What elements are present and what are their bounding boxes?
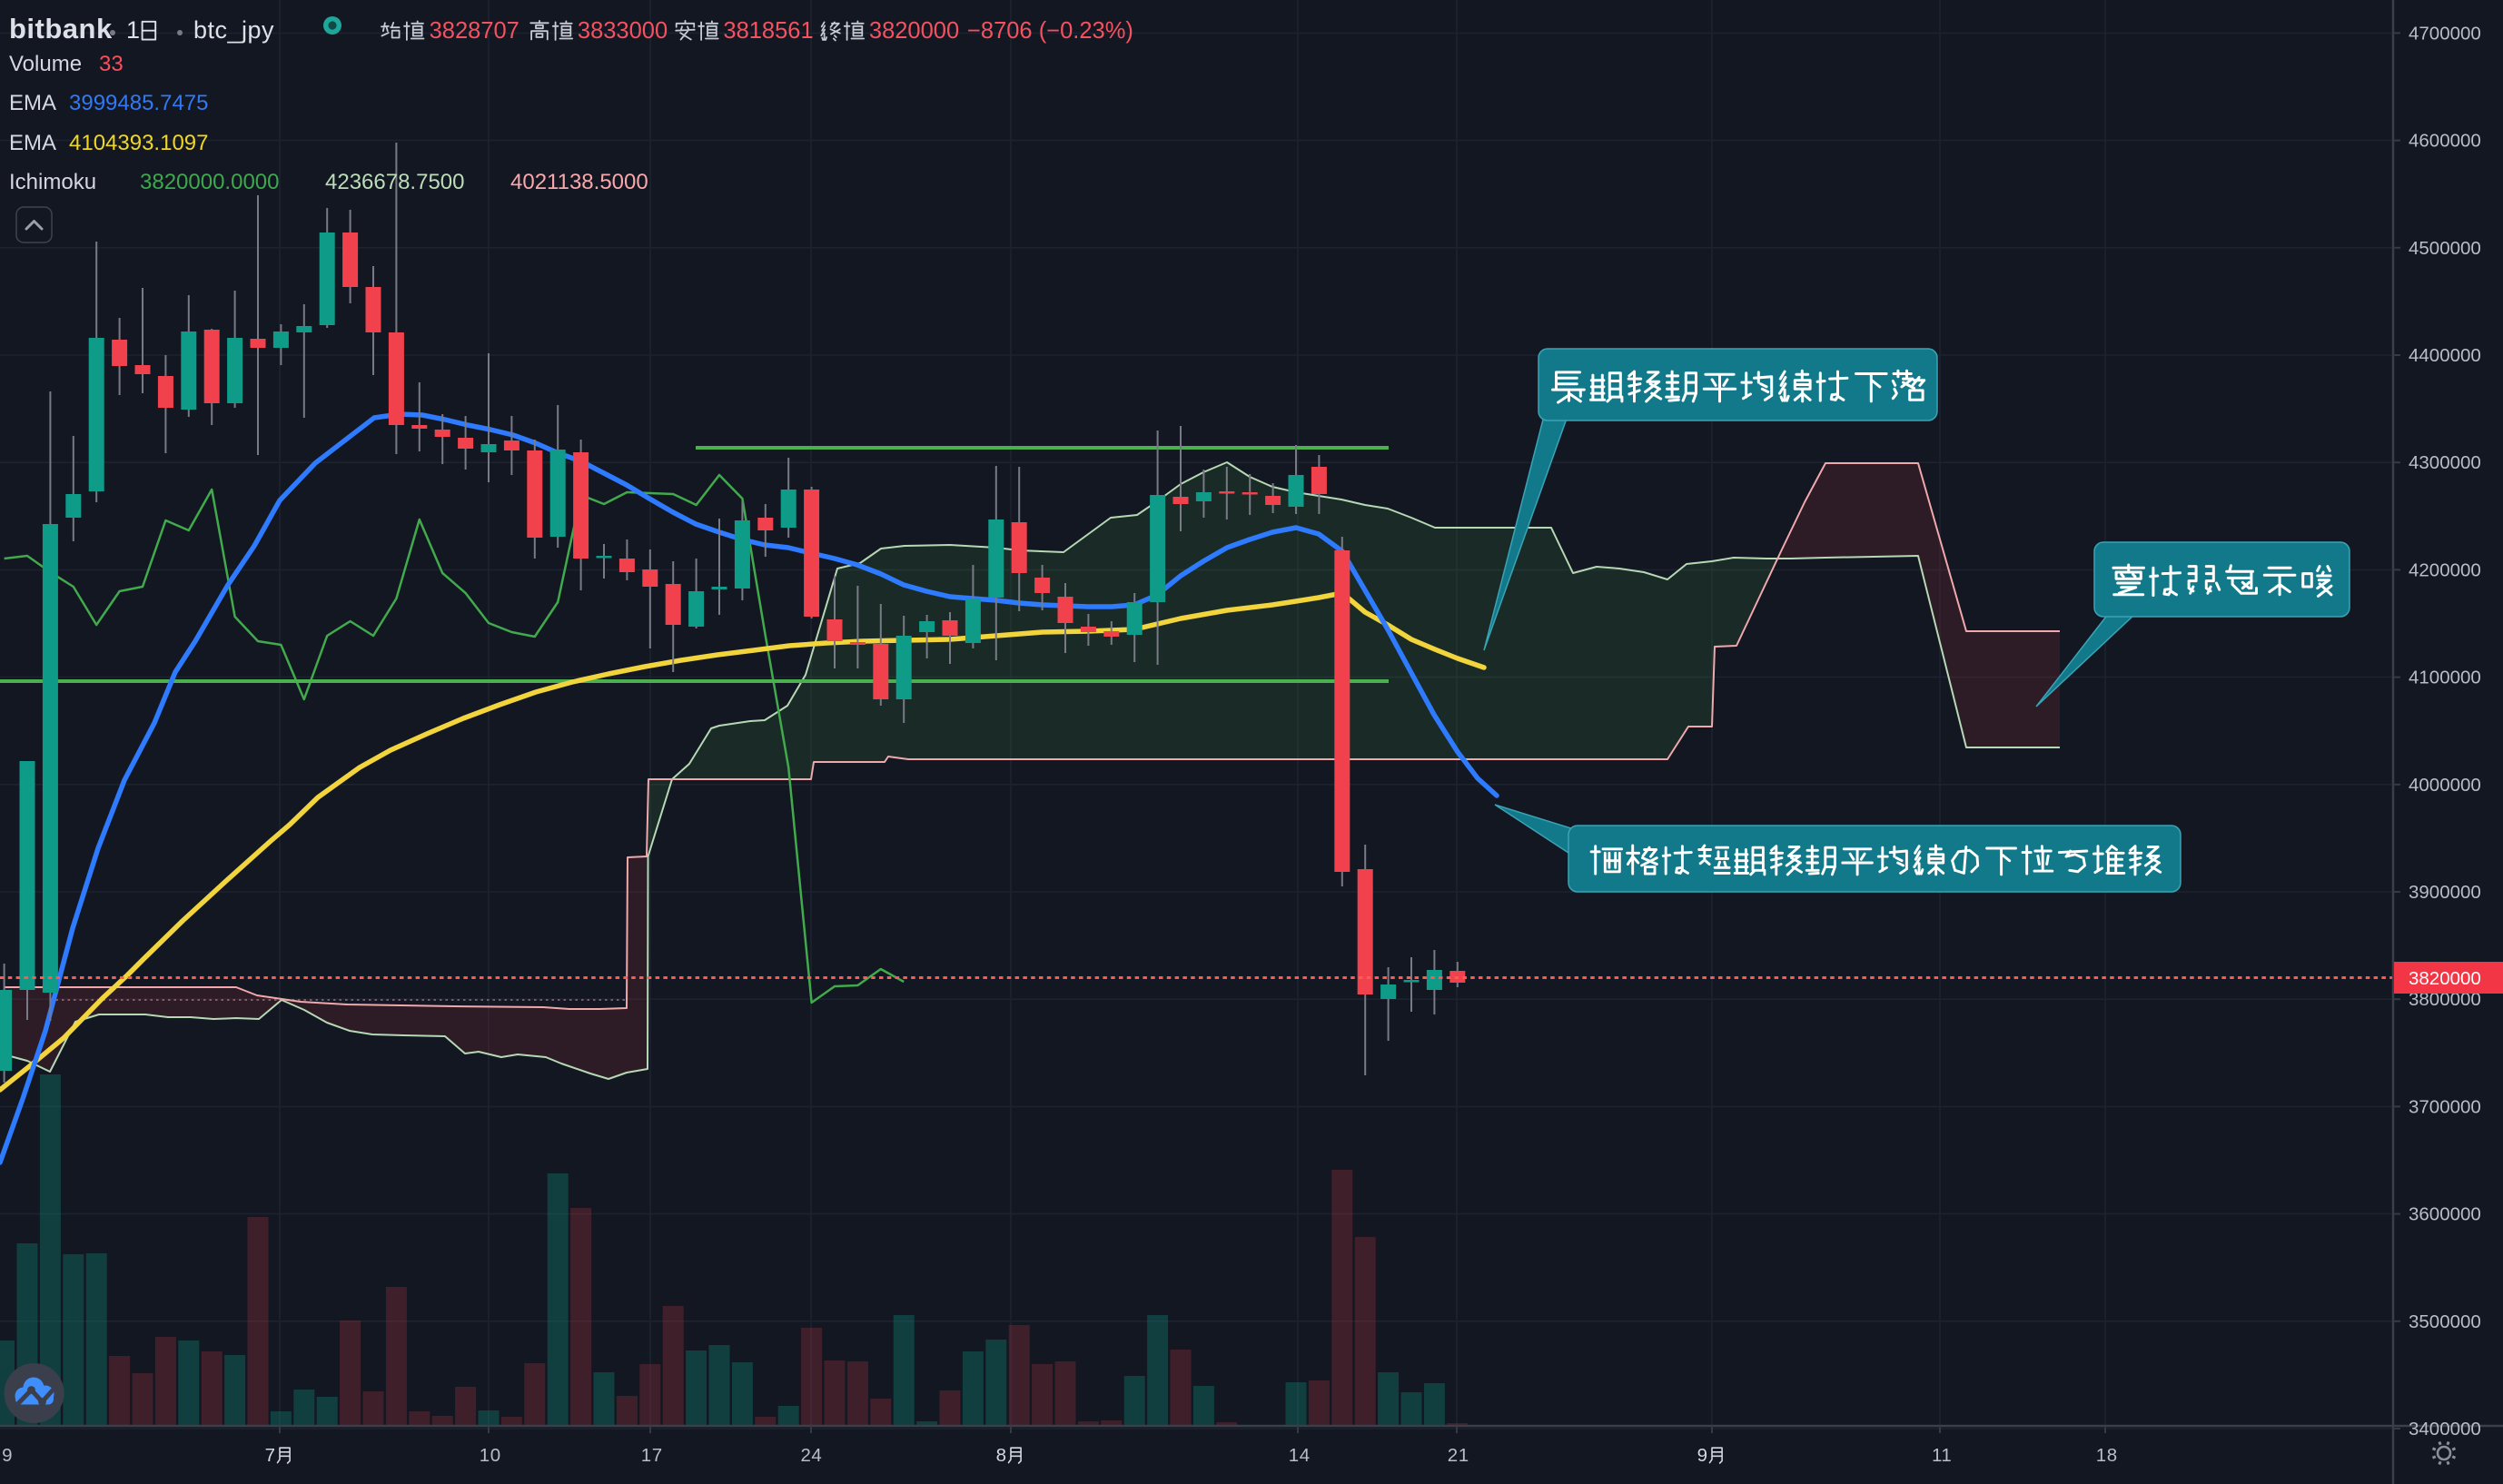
svg-text:21: 21	[1448, 1445, 1469, 1466]
svg-text:14: 14	[1289, 1445, 1311, 1466]
svg-text:3900000: 3900000	[2409, 882, 2481, 903]
svg-text:4104393.1097: 4104393.1097	[69, 131, 209, 155]
svg-text:9: 9	[1697, 1445, 1708, 1466]
svg-text:3500000: 3500000	[2409, 1311, 2481, 1332]
svg-text:3999485.7475: 3999485.7475	[69, 91, 209, 115]
svg-text:4021138.5000: 4021138.5000	[510, 170, 648, 194]
svg-text:3820000: 3820000	[869, 18, 959, 44]
svg-text:Ichimoku: Ichimoku	[9, 170, 96, 194]
svg-text:4700000: 4700000	[2409, 23, 2481, 44]
svg-text:4100000: 4100000	[2409, 668, 2481, 688]
svg-text:3828707: 3828707	[430, 18, 519, 44]
svg-text:10: 10	[480, 1445, 501, 1466]
svg-text:3818561: 3818561	[723, 18, 813, 44]
svg-text:3820000: 3820000	[2409, 968, 2481, 989]
svg-text:11: 11	[1932, 1445, 1952, 1466]
svg-text:33: 33	[99, 52, 124, 76]
svg-text:4600000: 4600000	[2409, 131, 2481, 152]
svg-text:18: 18	[2096, 1445, 2118, 1466]
svg-text:7: 7	[265, 1445, 276, 1466]
svg-text:4000000: 4000000	[2409, 775, 2481, 796]
svg-text:EMA: EMA	[9, 91, 56, 115]
svg-text:3700000: 3700000	[2409, 1096, 2481, 1117]
svg-text:EMA: EMA	[9, 131, 56, 155]
svg-text:4200000: 4200000	[2409, 559, 2481, 580]
svg-text:−8706 (−0.23%): −8706 (−0.23%)	[967, 18, 1133, 44]
svg-text:3600000: 3600000	[2409, 1204, 2481, 1225]
svg-text:3820000.0000: 3820000.0000	[140, 170, 280, 194]
svg-text:1: 1	[126, 16, 141, 44]
svg-text:24: 24	[801, 1445, 823, 1466]
svg-text:3833000: 3833000	[578, 18, 668, 44]
svg-text:3800000: 3800000	[2409, 989, 2481, 1010]
svg-text:btc_jpy: btc_jpy	[193, 16, 274, 44]
svg-text:4300000: 4300000	[2409, 452, 2481, 473]
svg-text:3400000: 3400000	[2409, 1419, 2481, 1439]
svg-text:9: 9	[2, 1445, 13, 1466]
svg-text:bitbank: bitbank	[9, 13, 113, 45]
svg-text:Volume: Volume	[9, 52, 82, 76]
svg-text:4236678.7500: 4236678.7500	[325, 170, 465, 194]
svg-text:8: 8	[996, 1445, 1007, 1466]
svg-text:17: 17	[641, 1445, 663, 1466]
svg-text:4400000: 4400000	[2409, 345, 2481, 366]
svg-text:4500000: 4500000	[2409, 238, 2481, 259]
